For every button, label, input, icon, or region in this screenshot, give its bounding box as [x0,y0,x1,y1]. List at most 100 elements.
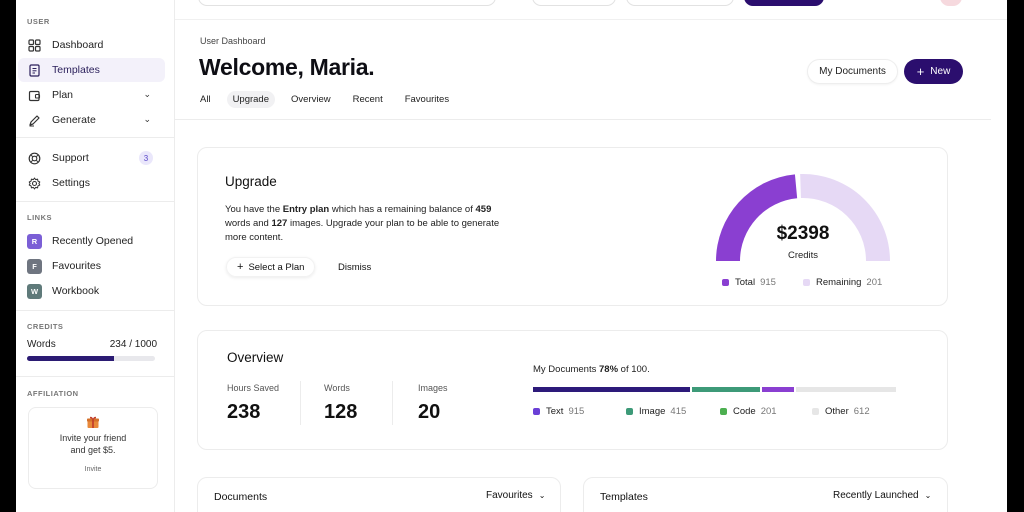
sidebar-item-label: Settings [52,177,90,189]
usage-segment-other [796,387,896,392]
sidebar-item-dashboard[interactable]: Dashboard [18,33,165,57]
upgrade-text-4: images. Upgrade your plan to be able to … [225,218,500,243]
chevron-down-icon: ⌄ [924,491,932,500]
avatar[interactable] [940,0,962,6]
documents-usage-caption: My Documents 78% of 100. [533,364,650,375]
documents-filter-label: Favourites [486,490,533,501]
legend-dot [803,279,810,286]
link-label: Favourites [52,260,102,272]
sidebar-item-generate[interactable]: Generate ⌄ [18,108,165,132]
divider [16,376,175,377]
affiliation-card: Invite your friend and get $5. Invite [28,407,158,489]
divider [16,201,175,202]
legend-label: Remaining [816,277,862,288]
plan-name: Entry plan [282,204,330,215]
legend-label: Image [639,406,666,417]
stat-value: 20 [418,401,441,423]
tab-favourites[interactable]: Favourites [404,94,450,105]
documents-usage-bar [533,387,896,392]
caption-suffix: of 100. [618,364,650,375]
upgrade-text-1: You have the [225,204,283,215]
usage-segment-code [761,387,795,392]
new-button[interactable]: + New [904,59,963,84]
grid-icon [27,38,41,52]
top-button[interactable] [532,0,616,6]
credits-value: 234 / 1000 [109,339,157,350]
link-recently-opened[interactable]: R Recently Opened [27,233,133,249]
sidebar-item-settings[interactable]: Settings [18,171,165,195]
legend-value: 915 [568,406,585,417]
legend-dot [533,408,540,415]
sidebar-item-label: Plan [52,89,74,101]
documents-filter-dropdown[interactable]: Favourites ⌄ [486,490,545,501]
dismiss-button[interactable]: Dismiss [338,261,372,273]
legend-dot [720,408,727,415]
sidebar-item-plan[interactable]: Plan ⌄ [18,83,165,107]
credits-amount: $2398 [776,223,830,244]
plus-icon: + [916,64,925,79]
divider [392,381,393,425]
affiliation-line-2: and get $5. [70,445,116,455]
legend-value: 201 [866,277,883,288]
link-label: Recently Opened [52,235,134,247]
search-bar[interactable] [198,0,496,6]
section-label-user: USER [27,17,50,26]
credits-label: Words [27,339,56,350]
overview-title: Overview [227,350,284,365]
link-favourites[interactable]: F Favourites [27,258,101,274]
caption-prefix: My Documents [533,364,599,375]
legend-label: Total [735,277,756,288]
lifebuoy-icon [27,151,41,165]
gauge-remaining-arc [800,174,890,261]
tab-all[interactable]: All [200,94,211,105]
link-workbook[interactable]: W Workbook [27,283,99,299]
upgrade-text-2: which has a remaining balance of [329,204,476,215]
tab-overview[interactable]: Overview [291,94,331,105]
chevron-down-icon[interactable]: ⌄ [143,89,151,99]
legend-label: Other [825,406,849,417]
legend-code: Code 201 [720,406,777,417]
chevron-down-icon[interactable]: ⌄ [143,114,151,124]
recently-opened-avatar: R [27,233,42,249]
tab-recent[interactable]: Recent [352,94,383,105]
stat-label: Hours Saved [227,383,280,393]
select-plan-label: Select a Plan [248,261,305,273]
section-label-links: LINKS [27,213,52,222]
select-plan-button[interactable]: + Select a Plan [226,257,316,277]
sidebar-item-support[interactable]: Support 3 [18,146,165,170]
top-primary-button[interactable] [744,0,824,6]
top-button[interactable] [626,0,734,6]
templates-filter-dropdown[interactable]: Recently Launched ⌄ [833,490,931,501]
stat-value: 128 [324,401,358,423]
usage-segment-image [692,387,760,392]
legend-remaining: Remaining 201 [803,277,882,288]
my-documents-button[interactable]: My Documents [807,59,898,84]
credits-progress-fill [27,356,115,361]
documents-card: Documents Favourites ⌄ [197,477,561,512]
legend-value: 915 [760,277,776,288]
credits-progress-bar [27,356,155,361]
invite-button[interactable]: Invite [84,465,102,473]
legend-dot [626,408,633,415]
sidebar-item-templates[interactable]: Templates [18,58,165,82]
legend-label: Text [546,406,564,417]
favourites-avatar: F [27,258,42,274]
divider [175,19,1007,20]
legend-value: 201 [760,406,777,417]
plus-icon: + [237,261,244,273]
affiliation-line-1: Invite your friend [59,433,127,443]
legend-value: 415 [670,406,687,417]
section-label-credits: CREDITS [27,322,64,331]
tab-upgrade[interactable]: Upgrade [226,91,276,108]
upgrade-description: You have the Entry plan which has a rema… [225,203,515,245]
credits-gauge [716,174,890,261]
documents-percent: 78% [599,364,619,375]
pen-icon [27,113,41,127]
sidebar-item-label: Dashboard [52,39,104,51]
tab-bar: All Upgrade Overview Recent Favourites [200,91,465,108]
credits-label: Credits [787,250,819,261]
divider [175,119,991,120]
credits-row: Words 234 / 1000 [27,339,157,350]
chevron-down-icon: ⌄ [538,491,546,500]
page-title: Welcome, Maria. [199,54,375,80]
